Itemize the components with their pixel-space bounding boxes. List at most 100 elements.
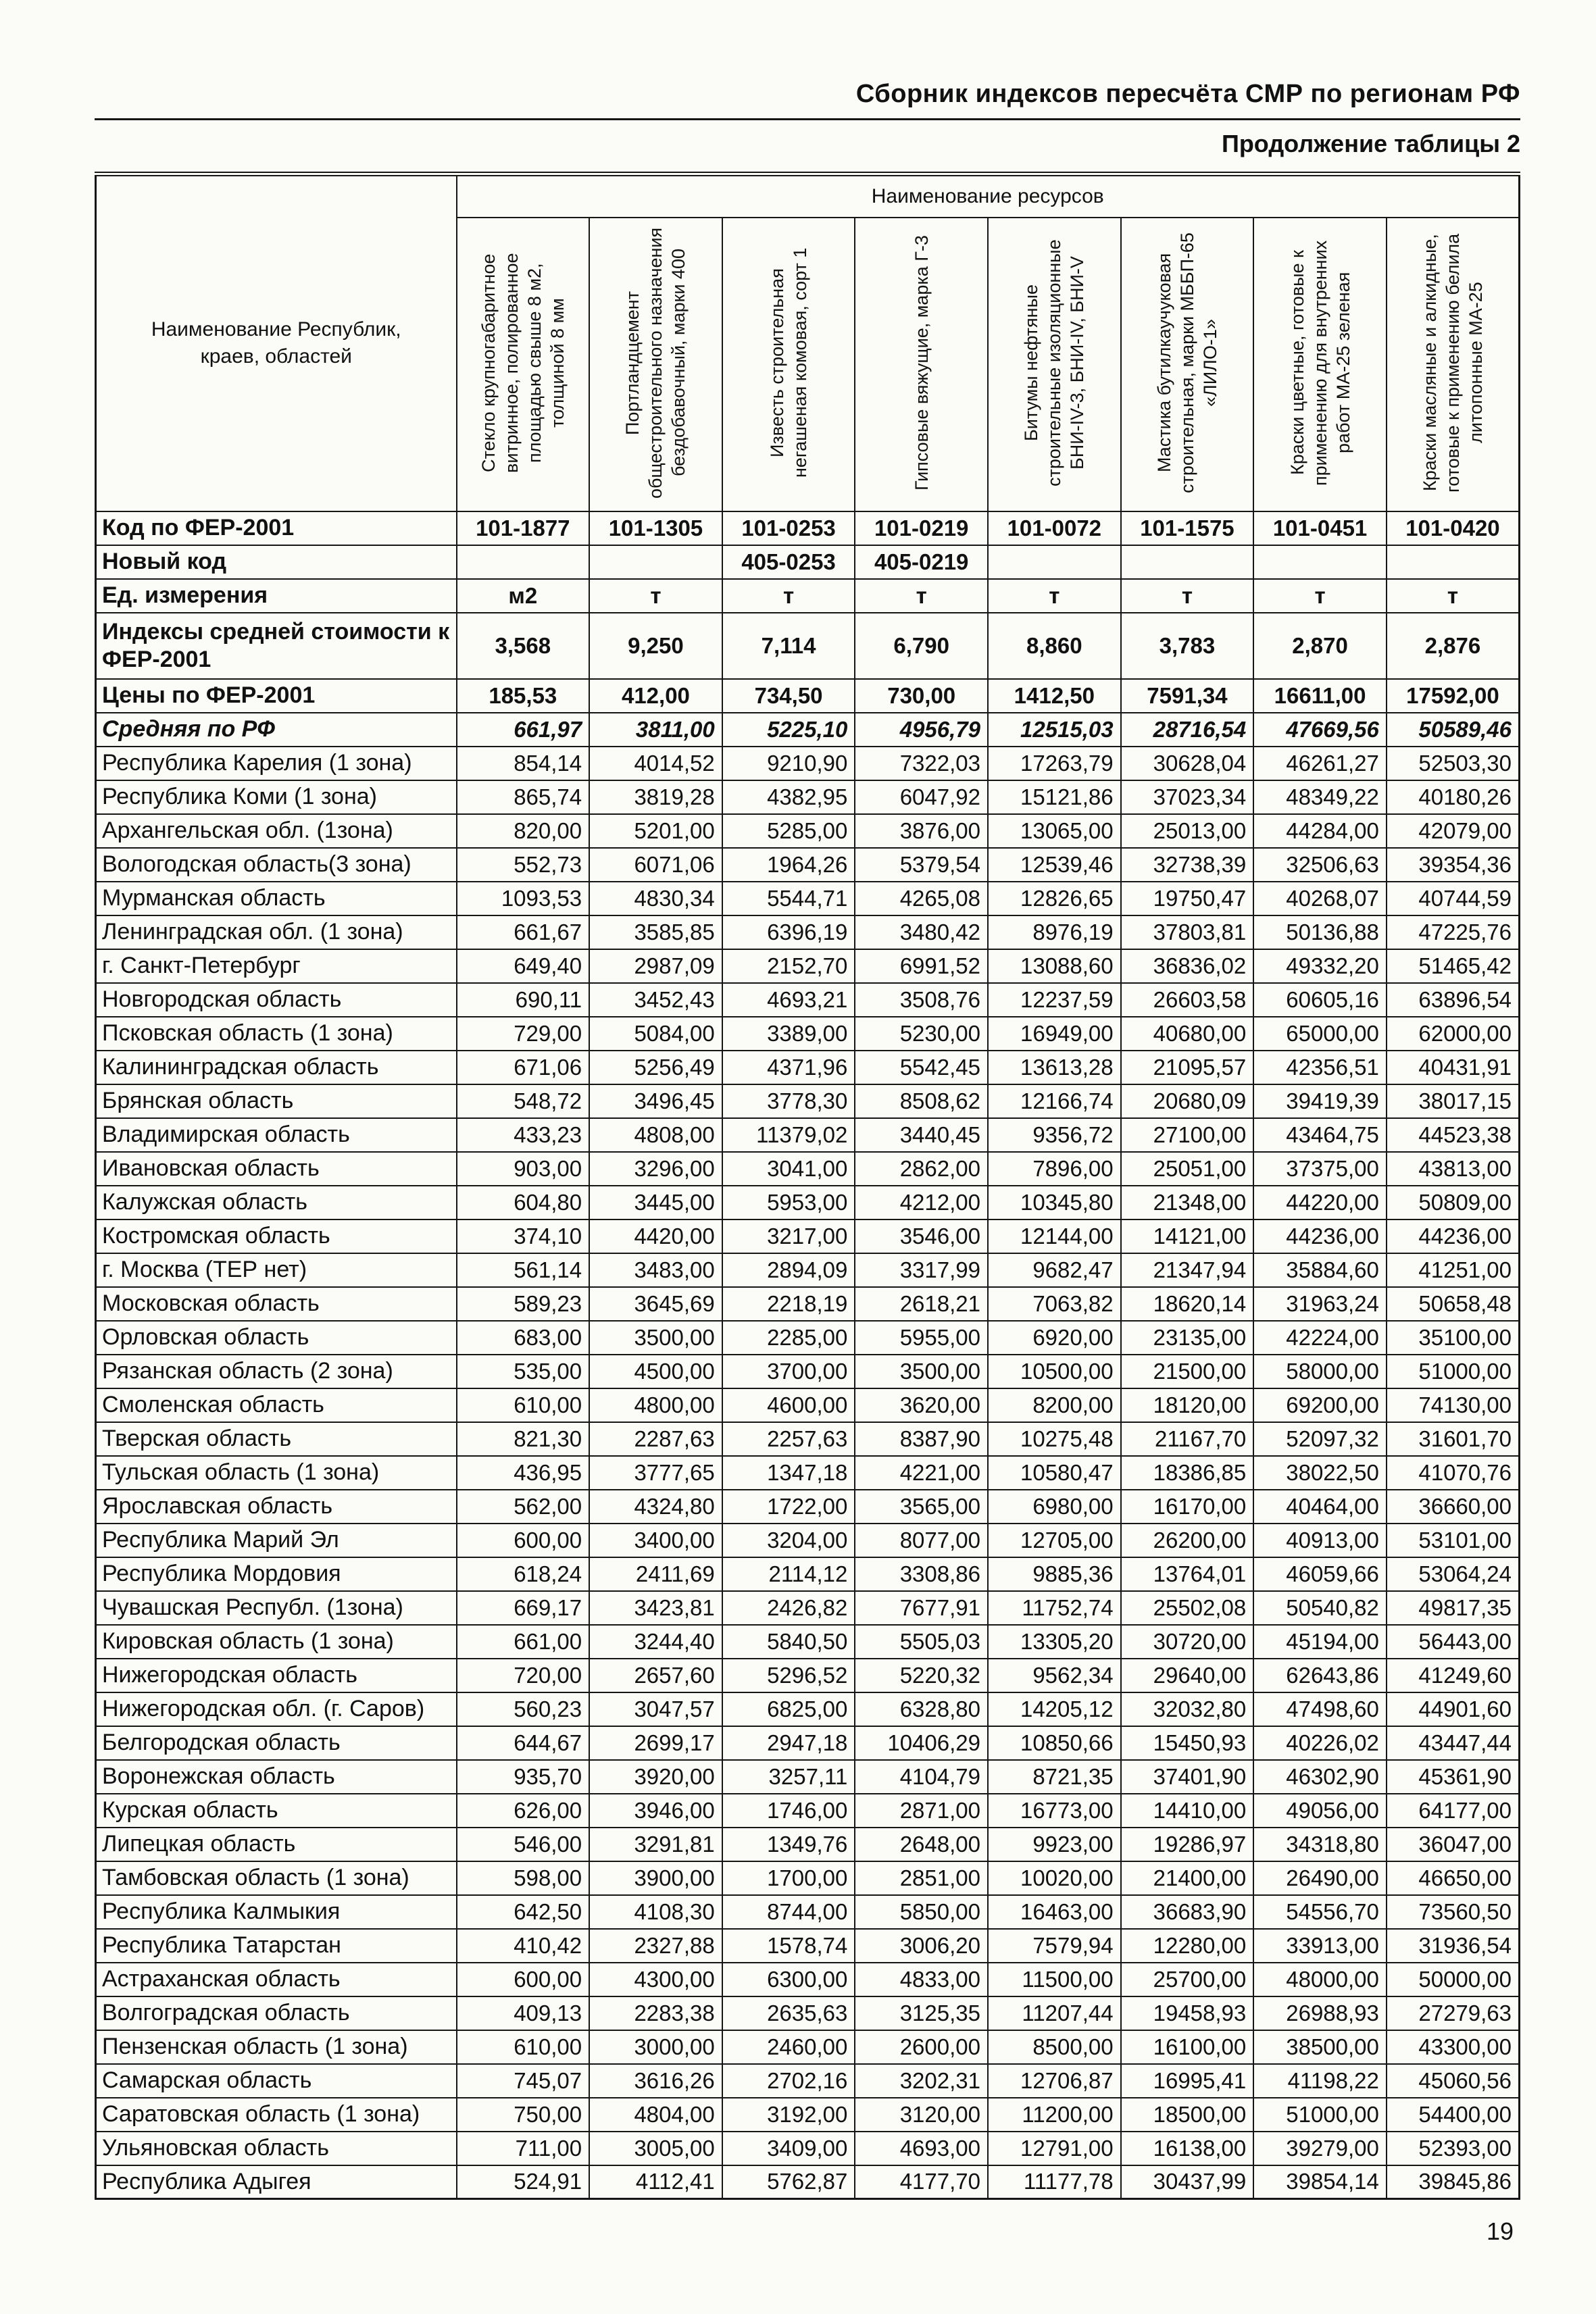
cell-value: 4693,00 bbox=[854, 2130, 989, 2166]
cell-value: 21167,70 bbox=[1120, 1421, 1255, 1457]
row-label: Республика Татарстан bbox=[95, 1928, 457, 1963]
resource-column-header-2: Портландцемент общестроительного назначе… bbox=[589, 216, 723, 512]
row-label: Ярославская область bbox=[95, 1488, 457, 1524]
cell-value: 412,00 bbox=[589, 678, 723, 713]
cell-value: 49056,00 bbox=[1253, 1792, 1387, 1828]
cell-value: 3120,00 bbox=[854, 2096, 989, 2132]
cell-value: 52393,00 bbox=[1385, 2130, 1520, 2166]
meta-row-fer-code: Код по ФЕР-2001 101-1877 101-1305 101-0253 1… bbox=[95, 510, 1520, 546]
cell-value: 39845,86 bbox=[1385, 2164, 1520, 2200]
row-label: Ленинградская обл. (1 зона) bbox=[95, 914, 457, 950]
resource-column-header-text: Мастика бутилкаучуковая строительная, ма… bbox=[1153, 232, 1220, 493]
cell-value: 9885,36 bbox=[987, 1556, 1122, 1592]
cell-value: 3244,40 bbox=[589, 1624, 723, 1659]
region-row: Волгоградская область 409,13 2283,38 2635,6… bbox=[95, 1995, 1520, 2031]
cell-value: т bbox=[987, 578, 1122, 613]
cell-value: 9356,72 bbox=[987, 1117, 1122, 1153]
region-row: Республика Коми (1 зона) 865,74 3819,28 438… bbox=[95, 779, 1520, 815]
cell-value: 56443,00 bbox=[1385, 1624, 1520, 1659]
cell-value: 101-0253 bbox=[721, 510, 856, 546]
cell-value: 524,91 bbox=[455, 2164, 591, 2200]
cell-value: 44236,00 bbox=[1253, 1218, 1387, 1254]
cell-value: 8744,00 bbox=[721, 1894, 856, 1930]
region-row: Пензенская область (1 зона) 610,00 3000,00… bbox=[95, 2029, 1520, 2065]
cell-value: 34318,80 bbox=[1253, 1826, 1387, 1862]
row-label: Липецкая область bbox=[95, 1826, 457, 1862]
cell-value: 3445,00 bbox=[589, 1184, 723, 1220]
cell-value: 4808,00 bbox=[589, 1117, 723, 1153]
row-label: Астраханская область bbox=[95, 1961, 457, 1997]
cell-value: 26603,58 bbox=[1120, 982, 1255, 1017]
cell-value: 69200,00 bbox=[1253, 1387, 1387, 1423]
row-label: Новгородская область bbox=[95, 982, 457, 1017]
cell-value: 3565,00 bbox=[854, 1488, 989, 1524]
resource-column-headers-row: Стекло крупногабаритное витринное, полир… bbox=[96, 216, 1520, 512]
cell-value: 13764,01 bbox=[1120, 1556, 1255, 1592]
cell-value: 3480,42 bbox=[854, 914, 989, 950]
cell-value: 598,00 bbox=[455, 1860, 591, 1896]
cell-value: 25502,08 bbox=[1120, 1590, 1255, 1626]
cell-value: 5256,49 bbox=[589, 1049, 723, 1085]
cell-value: 5505,03 bbox=[854, 1624, 989, 1659]
cell-value: 16100,00 bbox=[1120, 2029, 1255, 2065]
cell-value: 101-0420 bbox=[1385, 510, 1520, 546]
cell-value: 4693,21 bbox=[721, 982, 856, 1017]
cell-value: 45361,90 bbox=[1385, 1759, 1520, 1794]
cell-value: 18120,00 bbox=[1120, 1387, 1255, 1423]
cell-value: т bbox=[1385, 578, 1520, 613]
cell-value: 40431,91 bbox=[1385, 1049, 1520, 1085]
region-row: Кировская область (1 зона) 661,00 3244,40 5… bbox=[95, 1624, 1520, 1659]
cell-value: 185,53 bbox=[455, 678, 591, 713]
cell-value: 1347,18 bbox=[721, 1455, 856, 1490]
region-row: Архангельская обл. (1зона) 820,00 5201,00 5… bbox=[95, 813, 1520, 849]
cell-value: 73560,50 bbox=[1385, 1894, 1520, 1930]
cell-value: 589,23 bbox=[455, 1286, 591, 1322]
cell-value: 562,00 bbox=[455, 1488, 591, 1524]
cell-value: 8721,35 bbox=[987, 1759, 1122, 1794]
cell-value: 535,00 bbox=[455, 1353, 591, 1389]
cell-value: 3423,81 bbox=[589, 1590, 723, 1626]
cell-value: 14205,12 bbox=[987, 1691, 1122, 1727]
row-label: Пензенская область (1 зона) bbox=[95, 2029, 457, 2065]
cell-value: 4956,79 bbox=[854, 711, 989, 747]
cell-value: 1722,00 bbox=[721, 1488, 856, 1524]
cell-value: 9923,00 bbox=[987, 1826, 1122, 1862]
cell-value: 11500,00 bbox=[987, 1961, 1122, 1997]
cell-value: 2218,19 bbox=[721, 1286, 856, 1322]
cell-value bbox=[589, 544, 723, 580]
cell-value: 39354,36 bbox=[1385, 847, 1520, 882]
cell-value: 2618,21 bbox=[854, 1286, 989, 1322]
cell-value: 2,876 bbox=[1385, 611, 1520, 680]
cell-value: 2426,82 bbox=[721, 1590, 856, 1626]
cell-value: 600,00 bbox=[455, 1522, 591, 1558]
cell-value: 8508,62 bbox=[854, 1083, 989, 1119]
cell-value: 51000,00 bbox=[1253, 2096, 1387, 2132]
cell-value: 40464,00 bbox=[1253, 1488, 1387, 1524]
region-row: Самарская область 745,07 3616,26 2702,16 320… bbox=[95, 2063, 1520, 2098]
cell-value: 40226,02 bbox=[1253, 1725, 1387, 1761]
cell-value: 2635,63 bbox=[721, 1995, 856, 2031]
cell-value: 50136,88 bbox=[1253, 914, 1387, 950]
cell-value: 3041,00 bbox=[721, 1151, 856, 1186]
cell-value: 5955,00 bbox=[854, 1319, 989, 1355]
cell-value: 46302,90 bbox=[1253, 1759, 1387, 1794]
cell-value: 9210,90 bbox=[721, 745, 856, 781]
cell-value: 3204,00 bbox=[721, 1522, 856, 1558]
cell-value bbox=[1120, 544, 1255, 580]
cell-value: 50589,46 bbox=[1385, 711, 1520, 747]
cell-value: 8387,90 bbox=[854, 1421, 989, 1457]
cell-value: 62000,00 bbox=[1385, 1015, 1520, 1051]
cell-value: 50809,00 bbox=[1385, 1184, 1520, 1220]
cell-value: 17263,79 bbox=[987, 745, 1122, 781]
cell-value: 3,783 bbox=[1120, 611, 1255, 680]
cell-value: 12515,03 bbox=[987, 711, 1122, 747]
cell-value: 21347,94 bbox=[1120, 1252, 1255, 1288]
cell-value: 2851,00 bbox=[854, 1860, 989, 1896]
cell-value: 642,50 bbox=[455, 1894, 591, 1930]
row-label: Самарская область bbox=[95, 2063, 457, 2098]
cell-value: 5379,54 bbox=[854, 847, 989, 882]
cell-value: 19458,93 bbox=[1120, 1995, 1255, 2031]
cell-value: 610,00 bbox=[455, 1387, 591, 1423]
resource-column-header-3: Известь строительная негашеная комовая, … bbox=[721, 216, 856, 512]
cell-value: 6,790 bbox=[854, 611, 989, 680]
